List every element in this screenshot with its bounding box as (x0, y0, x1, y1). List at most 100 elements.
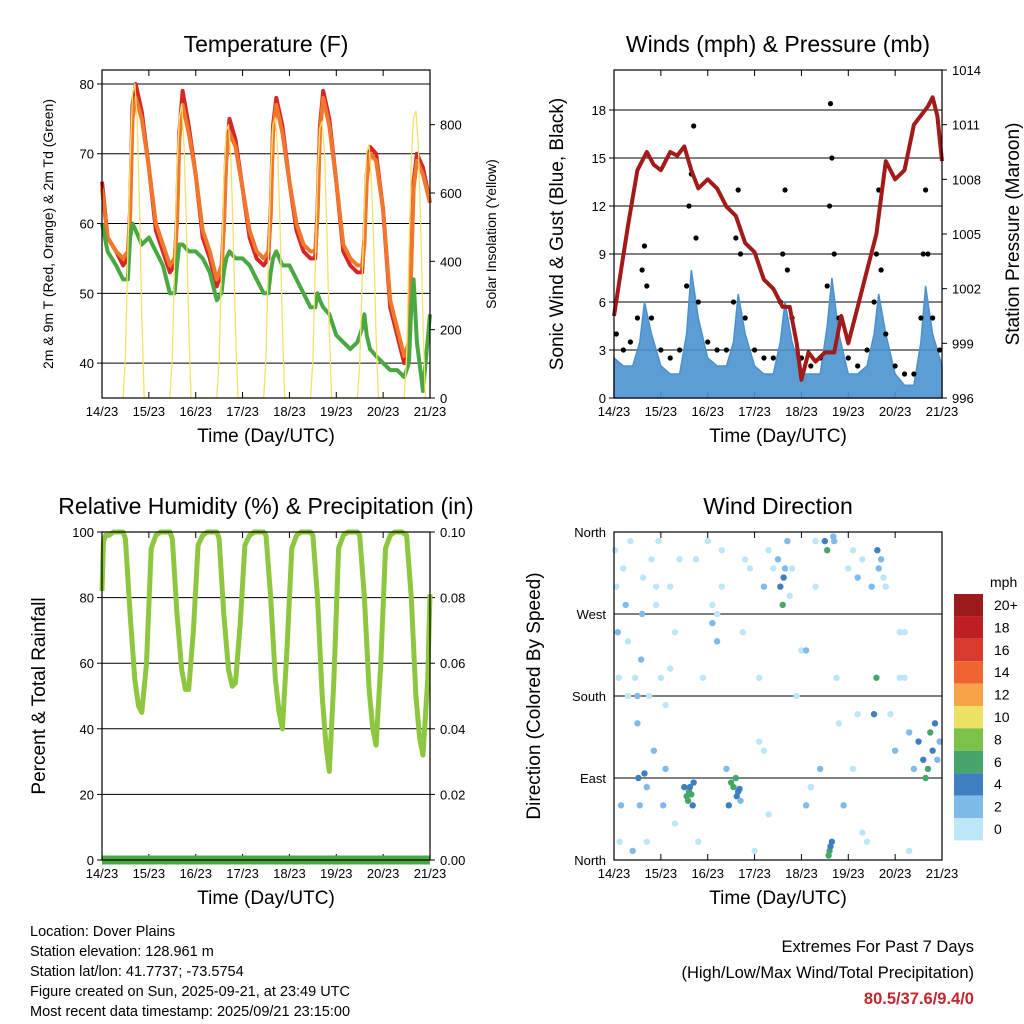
x-tick-label: 18/23 (273, 866, 306, 881)
gust-point (925, 251, 931, 257)
direction-point (684, 797, 692, 804)
direction-point (627, 537, 634, 545)
direction-point (662, 765, 669, 773)
x-tick-label: 14/23 (86, 866, 119, 881)
legend-swatch (954, 616, 983, 639)
direction-point (863, 838, 871, 845)
direction-point (650, 747, 658, 754)
direction-point (915, 738, 922, 745)
direction-point (616, 838, 623, 845)
direction-point (870, 711, 878, 718)
gust-point (658, 347, 664, 353)
direction-point (637, 656, 645, 663)
y-tick-label: 20 (80, 787, 94, 802)
y-right-tick-label: 0.02 (440, 787, 465, 802)
direction-point (807, 783, 814, 791)
direction-point (831, 537, 838, 545)
legend-swatch (954, 661, 983, 684)
y-right-tick-label: 200 (440, 323, 462, 338)
direction-point (779, 601, 786, 609)
direction-point (896, 674, 904, 681)
gust-point (826, 203, 833, 209)
direction-point (688, 791, 695, 798)
chart-title: Winds (mph) & Pressure (mb) (626, 31, 930, 57)
direction-point (643, 838, 650, 845)
direction-point (906, 729, 913, 736)
direction-point (751, 847, 758, 855)
legend-label: 8 (994, 731, 1002, 747)
direction-point (634, 692, 641, 700)
y-right-axis-label: Solar Insolation (Yellow) (483, 159, 499, 309)
extremes-subtitle: (High/Low/Max Wind/Total Precipitation) (681, 964, 974, 982)
y-axis-label: 2m & 9m T (Red, Orange) & 2m Td (Green) (40, 99, 56, 369)
direction-point (929, 747, 936, 754)
y-tick-label: 40 (80, 722, 94, 737)
direction-point (901, 674, 908, 681)
direction-point (922, 774, 929, 782)
x-axis-label: Time (Day/UTC) (709, 426, 847, 447)
gust-point (808, 363, 814, 369)
y-tick-label: 0 (87, 853, 94, 868)
speed-legend: mph 20+ 18 16 14 12 10 8 6 4 2 0 (954, 574, 1018, 841)
direction-point (709, 619, 716, 627)
gust-point (613, 331, 619, 337)
gust-point (831, 251, 837, 257)
y-right-tick-label: 0.06 (440, 656, 465, 671)
plot-border (101, 69, 431, 399)
gust-point (742, 315, 748, 321)
y-axis-label: Sonic Wind & Gust (Blue, Black) (547, 98, 568, 370)
extremes-title: Extremes For Past 7 Days (781, 938, 974, 956)
direction-point (816, 765, 824, 773)
series-solar (122, 83, 426, 399)
humidity-precip-panel: Relative Humidity (%) & Precipitation (i… (29, 493, 474, 909)
gust-point (639, 267, 645, 273)
gust-point (733, 235, 739, 241)
direction-point (629, 847, 636, 855)
y-tick-label: 6 (599, 295, 606, 310)
x-tick-label: 21/23 (926, 866, 959, 881)
y-tick-label: South (572, 689, 606, 704)
direction-point (643, 783, 650, 791)
direction-point (667, 665, 674, 672)
direction-point (824, 547, 831, 554)
gust-point (930, 315, 936, 321)
plot-border (613, 531, 943, 861)
y-right-tick-label: 600 (440, 186, 462, 201)
direction-point (718, 583, 725, 590)
direction-point (725, 802, 732, 809)
gust-point (684, 283, 690, 289)
x-tick-label: 18/23 (785, 404, 818, 419)
y-right-tick-label: 0 (440, 391, 447, 406)
gust-point (723, 347, 730, 353)
gust-point (627, 339, 634, 345)
direction-point (849, 547, 857, 554)
direction-point (636, 802, 643, 809)
direction-point (765, 547, 772, 554)
legend-label: 10 (994, 709, 1010, 725)
y-right-tick-label: 800 (440, 118, 462, 133)
y-right-tick-label: 1014 (952, 63, 981, 78)
legend-swatch (954, 683, 983, 706)
direction-point (874, 547, 881, 554)
legend-label: 4 (994, 776, 1002, 792)
direction-point (774, 556, 782, 563)
plot-border (613, 69, 943, 399)
series-dewpoint (100, 221, 432, 393)
direction-point (777, 583, 784, 590)
x-tick-label: 14/23 (86, 404, 119, 419)
direction-point (802, 647, 810, 654)
y-right-tick-label: 400 (440, 254, 462, 269)
y-tick-label: 100 (72, 525, 94, 540)
gust-point (918, 315, 924, 321)
x-tick-label: 15/23 (133, 404, 166, 419)
direction-point (622, 601, 629, 609)
direction-point (620, 565, 627, 572)
direction-point (657, 674, 665, 681)
gust-point (735, 187, 741, 193)
x-tick-label: 20/23 (879, 866, 912, 881)
gust-point (827, 101, 834, 107)
direction-point (840, 802, 847, 809)
direction-point (859, 829, 866, 836)
direction-point (613, 583, 620, 590)
gust-point (901, 371, 908, 377)
